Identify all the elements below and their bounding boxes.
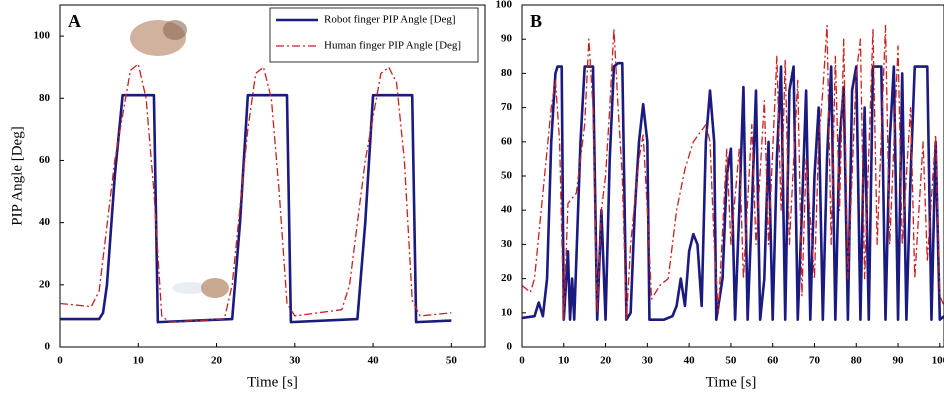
y-tick-label: 100 [34,30,51,42]
y-tick-label: 60 [39,154,51,166]
x-tick-label: 0 [57,355,63,367]
y-tick-label: 30 [501,238,513,250]
x-tick-label: 10 [133,355,145,367]
series-line [522,24,944,321]
hand-photo-bottom [172,278,229,298]
x-tick-label: 30 [289,355,301,367]
x-tick-label: 40 [684,355,696,367]
x-tick-label: 40 [368,355,380,367]
y-tick-label: 0 [45,341,51,353]
x-tick-label: 50 [446,355,458,367]
y-tick-label: 20 [501,272,513,284]
plot-frame [59,4,486,348]
x-tick-label: 30 [642,355,654,367]
x-tick-label: 60 [767,355,779,367]
x-tick-label: 100 [932,355,944,367]
y-tick-label: 20 [39,278,51,290]
series-line [60,63,452,323]
x-tick-label: 10 [558,355,570,367]
x-tick-label: 50 [725,355,737,367]
x-tick-label: 70 [809,355,821,367]
y-tick-label: 10 [501,306,513,318]
legend-label: Human finger PIP Angle [Deg] [324,40,461,52]
legend-box [269,7,479,63]
x-tick-label: 90 [893,355,905,367]
hand-photo-top [130,20,187,56]
series-line [522,61,944,321]
y-tick-label: 100 [496,0,513,11]
panel-label: A [68,11,81,31]
x-tick-label: 20 [211,355,223,367]
y-axis-label: PIP Angle [Deg] [9,126,25,225]
x-tick-label: 0 [519,355,525,367]
plot-frame [521,4,944,348]
x-tick-label: 80 [851,355,863,367]
y-tick-label: 0 [507,341,513,353]
series-line [60,93,452,324]
y-tick-label: 70 [501,101,513,113]
y-tick-label: 80 [39,92,51,104]
y-tick-label: 50 [501,170,513,182]
y-tick-label: 60 [501,135,513,147]
y-tick-label: 90 [501,33,513,45]
x-axis-label: Time [s] [706,374,757,390]
y-tick-label: 80 [501,67,513,79]
y-tick-label: 40 [501,204,513,216]
x-axis-label: Time [s] [247,374,298,390]
legend-label: Robot finger PIP Angle [Deg] [324,14,456,26]
x-tick-label: 20 [600,355,612,367]
panel-label: B [530,11,542,31]
y-tick-label: 40 [39,216,51,228]
